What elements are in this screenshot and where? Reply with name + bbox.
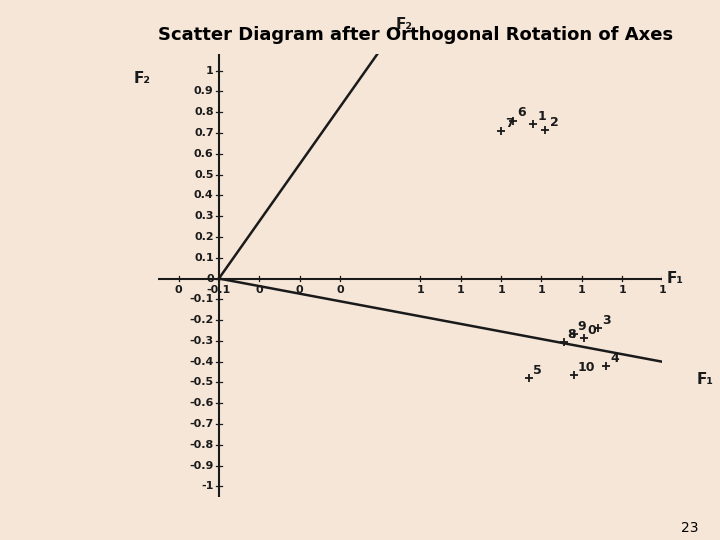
Text: 7: 7 [505, 117, 514, 130]
Text: 0: 0 [206, 274, 214, 284]
Text: -0.4: -0.4 [189, 357, 214, 367]
Text: 0: 0 [336, 285, 343, 295]
Text: 1: 1 [457, 285, 464, 295]
Text: -0.8: -0.8 [189, 440, 214, 450]
Text: 8: 8 [567, 328, 576, 341]
Text: -0.1: -0.1 [189, 294, 214, 305]
Text: -0.7: -0.7 [189, 419, 214, 429]
Text: 3: 3 [602, 314, 611, 327]
Text: Scatter Diagram after Orthogonal Rotation of Axes: Scatter Diagram after Orthogonal Rotatio… [158, 26, 673, 44]
Text: 9: 9 [577, 320, 586, 333]
Text: 1: 1 [498, 285, 505, 295]
Text: 23: 23 [681, 521, 698, 535]
Text: 10: 10 [577, 361, 595, 374]
Text: -0.3: -0.3 [189, 336, 214, 346]
Text: 0.1: 0.1 [194, 253, 214, 263]
Text: F₁: F₁ [667, 271, 683, 286]
Text: 0: 0 [296, 285, 303, 295]
Text: 1: 1 [659, 285, 666, 295]
Text: 1: 1 [578, 285, 585, 295]
Text: -0.2: -0.2 [189, 315, 214, 325]
Text: -0.1: -0.1 [207, 285, 231, 295]
Text: 0.2: 0.2 [194, 232, 214, 242]
Text: 0: 0 [256, 285, 263, 295]
Text: 0.9: 0.9 [194, 86, 214, 97]
Text: 0.7: 0.7 [194, 128, 214, 138]
Text: 4: 4 [610, 352, 618, 365]
Text: 0.4: 0.4 [194, 191, 214, 200]
Text: 1: 1 [537, 110, 546, 123]
Text: 0: 0 [175, 285, 182, 295]
Text: -1: -1 [202, 481, 214, 491]
Text: 0.3: 0.3 [194, 211, 214, 221]
Text: 0.8: 0.8 [194, 107, 214, 117]
Text: -0.9: -0.9 [189, 461, 214, 471]
Text: 2: 2 [549, 116, 558, 129]
Text: 0: 0 [588, 323, 597, 337]
Text: 0.6: 0.6 [194, 149, 214, 159]
Text: F₂: F₂ [395, 17, 413, 32]
Text: 1: 1 [538, 285, 545, 295]
Text: -0.5: -0.5 [189, 377, 214, 388]
Text: 5: 5 [534, 364, 542, 377]
Text: 6: 6 [517, 106, 526, 119]
Text: 1: 1 [618, 285, 626, 295]
Text: 1: 1 [206, 66, 214, 76]
Text: 1: 1 [417, 285, 424, 295]
Text: -0.6: -0.6 [189, 399, 214, 408]
Text: 0.5: 0.5 [194, 170, 214, 180]
Text: F₂: F₂ [134, 71, 151, 86]
Text: F₁: F₁ [696, 372, 714, 387]
